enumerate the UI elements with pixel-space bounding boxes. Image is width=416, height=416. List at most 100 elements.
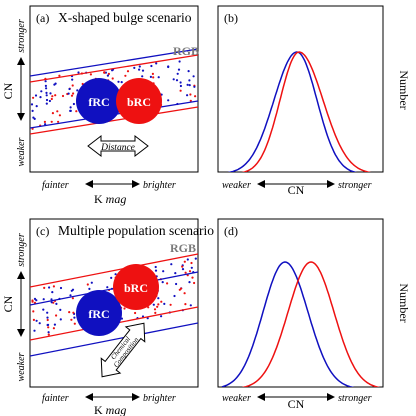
star-dot: [46, 311, 49, 314]
star-dot: [166, 282, 169, 285]
star-dot: [193, 281, 196, 285]
frc-circle: [76, 290, 122, 336]
frc-label: fRC: [88, 307, 109, 321]
star-dot: [162, 270, 165, 273]
brc-label: bRC: [124, 281, 148, 295]
star-dot: [184, 303, 187, 306]
panel-a-y-label: CN: [1, 82, 15, 99]
star-dot: [58, 114, 62, 117]
star-dot: [104, 71, 107, 74]
star-dot: [117, 80, 120, 83]
rgb-blue-bottom-line: [30, 322, 198, 357]
panel-c: (c) Multiple population scenario RGB fRC…: [1, 218, 214, 416]
star-dot: [156, 305, 159, 308]
star-dot: [43, 120, 47, 123]
star-dot: [69, 109, 72, 112]
star-dot: [70, 94, 74, 97]
star-dot: [193, 85, 196, 88]
rgb-lower-red-line: [30, 106, 198, 135]
panel-a-title: X-shaped bulge scenario: [58, 10, 192, 25]
panel-c-y-label: CN: [1, 295, 15, 312]
star-dot: [188, 84, 191, 87]
star-dot: [186, 94, 189, 97]
star-dot: [35, 105, 38, 108]
star-dot: [47, 333, 50, 336]
star-dot: [179, 84, 182, 88]
panel-b-blue-curve: [227, 51, 358, 172]
star-dot: [56, 110, 59, 113]
rgb-upper-blue-line: [30, 48, 198, 77]
star-dot: [47, 326, 50, 329]
panel-b-frame: [217, 5, 384, 173]
frc-circle: [76, 78, 122, 124]
panel-a-x-label-mag: mag: [106, 192, 127, 206]
star-dot: [57, 120, 60, 123]
star-dot: [134, 311, 137, 315]
star-dot: [189, 93, 192, 96]
panel-d-x-stronger: stronger: [338, 393, 372, 404]
star-dot: [106, 286, 109, 289]
star-dot: [154, 311, 157, 314]
star-dot: [149, 75, 152, 78]
star-dot: [173, 294, 176, 298]
star-dot: [123, 307, 126, 310]
star-dot: [73, 316, 76, 319]
star-dot: [72, 102, 75, 106]
star-dot: [52, 285, 56, 288]
star-dot: [71, 78, 74, 81]
star-dot: [71, 297, 74, 300]
star-dot: [124, 74, 127, 77]
star-dot: [58, 74, 61, 77]
star-dot: [176, 72, 179, 75]
panel-c-x-fainter: fainter: [42, 393, 69, 404]
panel-d-y-label: Number: [397, 283, 411, 322]
panel-b-x-label: CN: [288, 183, 305, 197]
star-dot: [30, 103, 34, 106]
star-dot: [50, 298, 53, 301]
panel-c-title: Multiple population scenario: [58, 223, 214, 238]
panel-b-red-curve: [241, 51, 372, 172]
panel-c-x-brighter: brighter: [143, 393, 176, 404]
panel-d-x-weaker: weaker: [222, 393, 251, 404]
panel-d-x-label: CN: [288, 397, 305, 411]
star-dot: [33, 117, 36, 120]
star-dot: [48, 286, 51, 289]
brc-circle: [113, 264, 159, 310]
star-dot: [40, 90, 43, 93]
star-dot: [90, 281, 93, 284]
star-dot: [188, 79, 191, 82]
star-dot: [86, 283, 89, 286]
star-dot: [46, 316, 49, 319]
star-dot: [44, 84, 48, 87]
star-dot: [70, 318, 73, 321]
star-dot: [151, 72, 154, 75]
star-dot: [189, 99, 192, 102]
panel-a-y-stronger: stronger: [16, 19, 27, 53]
rgb-upper-red-line: [30, 54, 198, 83]
star-dot: [141, 69, 145, 72]
star-dot: [169, 303, 172, 306]
star-dot: [160, 300, 163, 303]
star-dot: [178, 60, 181, 63]
panel-b: (b) Number weaker stronger CN: [217, 5, 411, 197]
chemical-composition-double-arrow: [100, 322, 146, 378]
star-dot: [34, 94, 38, 97]
panel-c-y-weaker: weaker: [16, 352, 27, 381]
star-dot: [71, 288, 75, 291]
brc-circle: [116, 78, 162, 124]
star-dot: [133, 66, 136, 69]
star-dot: [111, 77, 114, 80]
panel-a-x-label: K mag: [94, 192, 126, 206]
star-dot: [157, 303, 160, 306]
star-dot: [53, 323, 57, 326]
star-dot: [181, 268, 185, 271]
panel-c-y-stronger: stronger: [16, 233, 27, 267]
star-dot: [50, 120, 53, 123]
star-dot: [89, 73, 92, 76]
star-dot: [138, 65, 141, 68]
star-dot: [110, 276, 113, 279]
star-dot: [55, 302, 58, 305]
star-dot: [106, 74, 109, 77]
star-dot: [68, 311, 71, 314]
